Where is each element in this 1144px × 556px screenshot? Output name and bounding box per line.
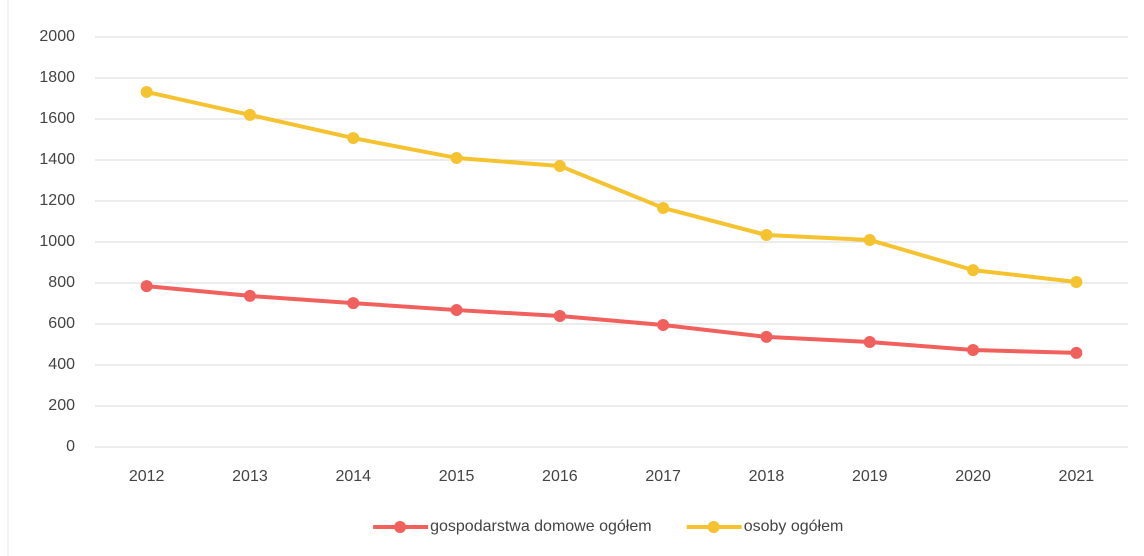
x-tick-label: 2013: [232, 468, 268, 485]
y-tick-label: 1000: [39, 233, 75, 250]
point: [140, 280, 153, 293]
series-line: [146, 284, 1077, 355]
y-tick-label: 2000: [39, 28, 75, 45]
point: [450, 151, 463, 164]
y-tick-label: 800: [48, 274, 75, 291]
series-line: [146, 89, 1077, 284]
y-tick-label: 1800: [39, 69, 75, 86]
x-tick-label: 2017: [645, 468, 681, 485]
y-tick-label: 1200: [39, 192, 75, 209]
point: [967, 264, 980, 277]
point: [243, 289, 256, 302]
x-tick-label: 2014: [335, 468, 371, 485]
point: [1070, 275, 1083, 288]
legend-label: osoby ogółem: [744, 518, 844, 535]
point: [657, 319, 670, 332]
x-tick-label: 2020: [955, 468, 991, 485]
point: [967, 344, 980, 357]
point: [553, 159, 566, 172]
y-tick-label: 200: [48, 397, 75, 414]
y-tick-label: 0: [66, 438, 75, 455]
point: [863, 233, 876, 246]
point: [553, 310, 566, 323]
x-tick-label: 2012: [129, 468, 165, 485]
point: [657, 201, 670, 214]
x-tick-label: 2018: [749, 468, 785, 485]
point: [243, 108, 256, 121]
x-tick-label: 2016: [542, 468, 578, 485]
legend-marker: [394, 521, 407, 533]
x-tick-label: 2021: [1059, 468, 1095, 485]
legend-label: gospodarstwa domowe ogółem: [430, 518, 651, 535]
x-tick-label: 2015: [439, 468, 475, 485]
y-tick-label: 400: [48, 356, 75, 373]
point: [760, 330, 773, 343]
x-tick-label: 2019: [852, 468, 888, 485]
point: [760, 229, 773, 242]
point: [450, 304, 463, 317]
point: [347, 297, 360, 310]
y-tick-label: 600: [48, 315, 75, 332]
y-tick-label: 1400: [39, 151, 75, 168]
point: [347, 132, 360, 145]
point: [140, 85, 153, 98]
legend-marker: [707, 521, 720, 533]
point: [863, 336, 876, 349]
y-tick-label: 1600: [39, 110, 75, 127]
point: [1070, 346, 1083, 359]
